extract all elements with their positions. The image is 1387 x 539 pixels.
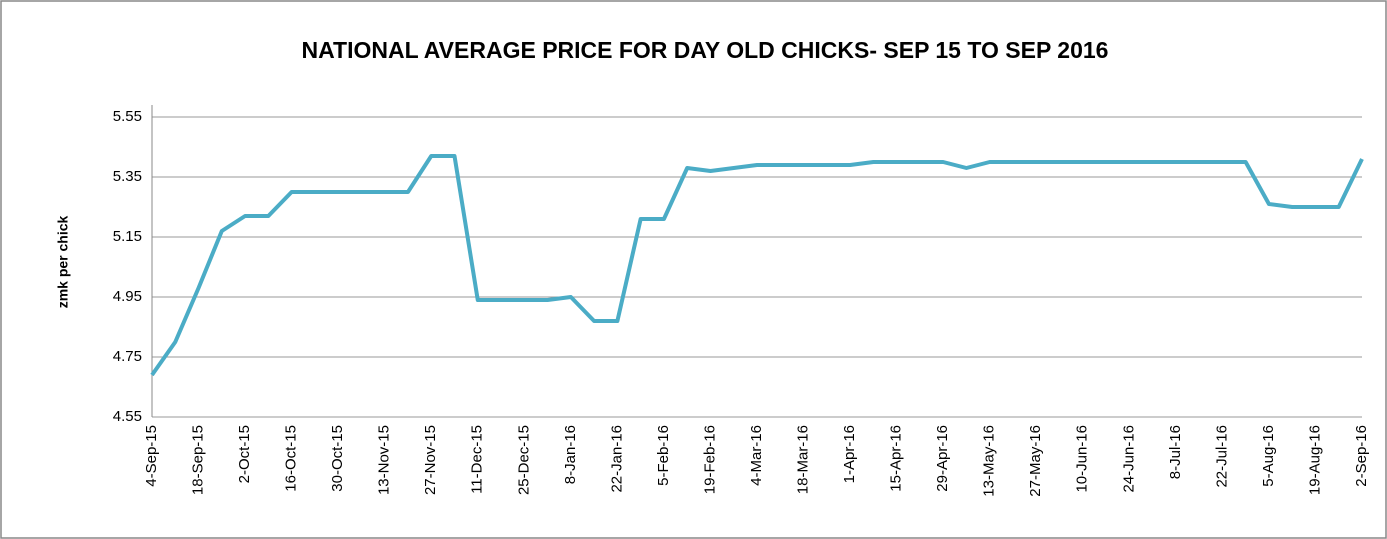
- y-tick-label: 4.95: [113, 288, 142, 305]
- x-tick-label: 4-Mar-16: [748, 425, 765, 486]
- x-tick-label: 27-May-16: [1027, 425, 1044, 497]
- x-tick-label: 30-Oct-15: [329, 425, 346, 492]
- y-tick-label: 5.35: [113, 168, 142, 185]
- x-tick-label: 19-Feb-16: [701, 425, 718, 494]
- y-tick-label: 5.15: [113, 228, 142, 245]
- x-tick-label: 5-Aug-16: [1260, 425, 1277, 487]
- x-tick-label: 22-Jan-16: [608, 425, 625, 493]
- x-tick-label: 24-Jun-16: [1120, 425, 1137, 493]
- line-series: [150, 154, 1364, 377]
- x-tick-label: 19-Aug-16: [1306, 425, 1323, 495]
- x-tick-label: 15-Apr-16: [888, 425, 905, 492]
- y-tick-label: 4.55: [113, 408, 142, 425]
- x-tick-label: 29-Apr-16: [934, 425, 951, 492]
- x-tick-label: 10-Jun-16: [1074, 425, 1091, 493]
- x-tick-label: 25-Dec-15: [515, 425, 532, 495]
- x-tick-label: 1-Apr-16: [841, 425, 858, 483]
- y-axis-label: zmk per chick: [55, 215, 71, 308]
- x-tick-label: 2-Oct-15: [236, 425, 253, 483]
- x-tick-label: 22-Jul-16: [1213, 425, 1230, 488]
- x-tick-label: 18-Mar-16: [795, 425, 812, 494]
- x-tick-label: 2-Sep-16: [1353, 425, 1370, 487]
- x-tick-label: 4-Sep-15: [143, 425, 160, 487]
- y-tick-label: 4.75: [113, 348, 142, 365]
- x-tick-label: 18-Sep-15: [190, 425, 207, 495]
- x-tick-label: 8-Jul-16: [1167, 425, 1184, 479]
- y-tick-label: 5.55: [113, 108, 142, 125]
- x-tick-label: 13-Nov-15: [376, 425, 393, 495]
- x-tick-label: 11-Dec-15: [469, 425, 486, 494]
- x-tick-label: 8-Jan-16: [562, 425, 579, 484]
- x-tick-label: 16-Oct-15: [283, 425, 300, 492]
- x-tick-label: 5-Feb-16: [655, 425, 672, 486]
- chart-title: NATIONAL AVERAGE PRICE FOR DAY OLD CHICK…: [302, 37, 1109, 63]
- x-tick-label: 13-May-16: [981, 425, 998, 497]
- x-tick-label: 27-Nov-15: [422, 425, 439, 495]
